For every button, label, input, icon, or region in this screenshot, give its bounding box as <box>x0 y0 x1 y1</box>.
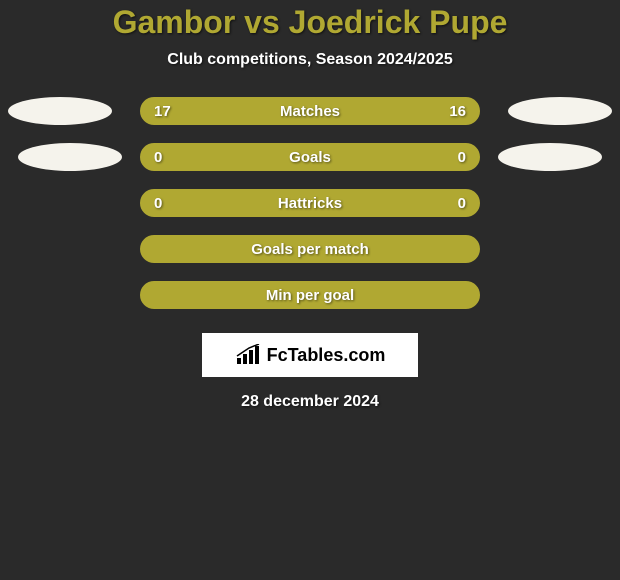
stat-bar-goals-per-match: Goals per match <box>140 235 480 263</box>
snapshot-date: 28 december 2024 <box>241 393 379 411</box>
stat-label: Goals per match <box>251 241 369 258</box>
page-title: Gambor vs Joedrick Pupe <box>113 4 508 41</box>
source-logo-text: FcTables.com <box>267 345 386 366</box>
stat-bar-goals: 0 Goals 0 <box>140 143 480 171</box>
bar-chart-icon <box>235 344 261 366</box>
stat-value-left: 0 <box>154 149 162 166</box>
player-marker-right <box>508 97 612 125</box>
stat-value-left: 17 <box>154 103 171 120</box>
stat-value-right: 0 <box>458 195 466 212</box>
stat-row: Goals per match <box>0 235 620 263</box>
stat-row: 17 Matches 16 <box>0 97 620 125</box>
stat-bar-hattricks: 0 Hattricks 0 <box>140 189 480 217</box>
player-marker-left <box>8 97 112 125</box>
stat-bar-min-per-goal: Min per goal <box>140 281 480 309</box>
stat-label: Hattricks <box>278 195 342 212</box>
stat-label: Matches <box>280 103 340 120</box>
stat-bar-matches: 17 Matches 16 <box>140 97 480 125</box>
comparison-card: Gambor vs Joedrick Pupe Club competition… <box>0 0 620 411</box>
stat-label: Min per goal <box>266 287 354 304</box>
stat-row: Min per goal <box>0 281 620 309</box>
stat-label: Goals <box>289 149 331 166</box>
page-subtitle: Club competitions, Season 2024/2025 <box>167 51 452 69</box>
player-marker-left <box>18 143 122 171</box>
stats-block: 17 Matches 16 0 Goals 0 0 Hattricks 0 <box>0 97 620 327</box>
stat-row: 0 Goals 0 <box>0 143 620 171</box>
stat-value-right: 16 <box>449 103 466 120</box>
stat-row: 0 Hattricks 0 <box>0 189 620 217</box>
player-marker-right <box>498 143 602 171</box>
stat-value-left: 0 <box>154 195 162 212</box>
source-logo: FcTables.com <box>202 333 418 377</box>
stat-value-right: 0 <box>458 149 466 166</box>
